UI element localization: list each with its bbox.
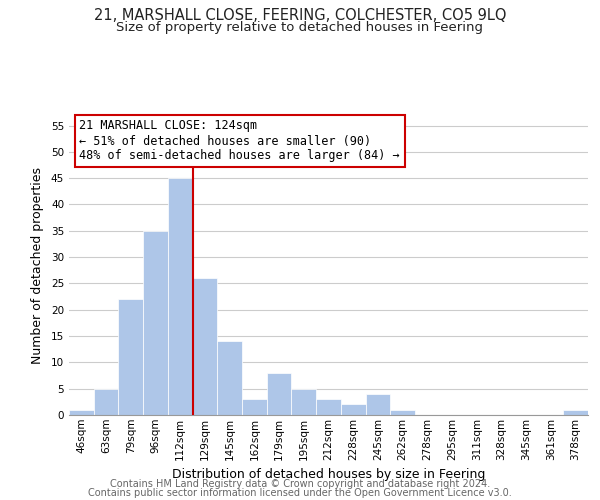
- Bar: [217, 342, 242, 415]
- Text: Contains public sector information licensed under the Open Government Licence v3: Contains public sector information licen…: [88, 488, 512, 498]
- Bar: [563, 410, 588, 415]
- Bar: [365, 394, 390, 415]
- Y-axis label: Number of detached properties: Number of detached properties: [31, 166, 44, 364]
- Bar: [168, 178, 193, 415]
- Bar: [94, 388, 118, 415]
- Bar: [193, 278, 217, 415]
- X-axis label: Distribution of detached houses by size in Feering: Distribution of detached houses by size …: [172, 468, 485, 481]
- Text: Contains HM Land Registry data © Crown copyright and database right 2024.: Contains HM Land Registry data © Crown c…: [110, 479, 490, 489]
- Text: Size of property relative to detached houses in Feering: Size of property relative to detached ho…: [116, 21, 484, 34]
- Bar: [69, 410, 94, 415]
- Bar: [316, 399, 341, 415]
- Text: 21, MARSHALL CLOSE, FEERING, COLCHESTER, CO5 9LQ: 21, MARSHALL CLOSE, FEERING, COLCHESTER,…: [94, 8, 506, 22]
- Bar: [341, 404, 365, 415]
- Bar: [267, 373, 292, 415]
- Bar: [242, 399, 267, 415]
- Bar: [390, 410, 415, 415]
- Bar: [118, 299, 143, 415]
- Text: 21 MARSHALL CLOSE: 124sqm
← 51% of detached houses are smaller (90)
48% of semi-: 21 MARSHALL CLOSE: 124sqm ← 51% of detac…: [79, 120, 400, 162]
- Bar: [143, 231, 168, 415]
- Bar: [292, 388, 316, 415]
